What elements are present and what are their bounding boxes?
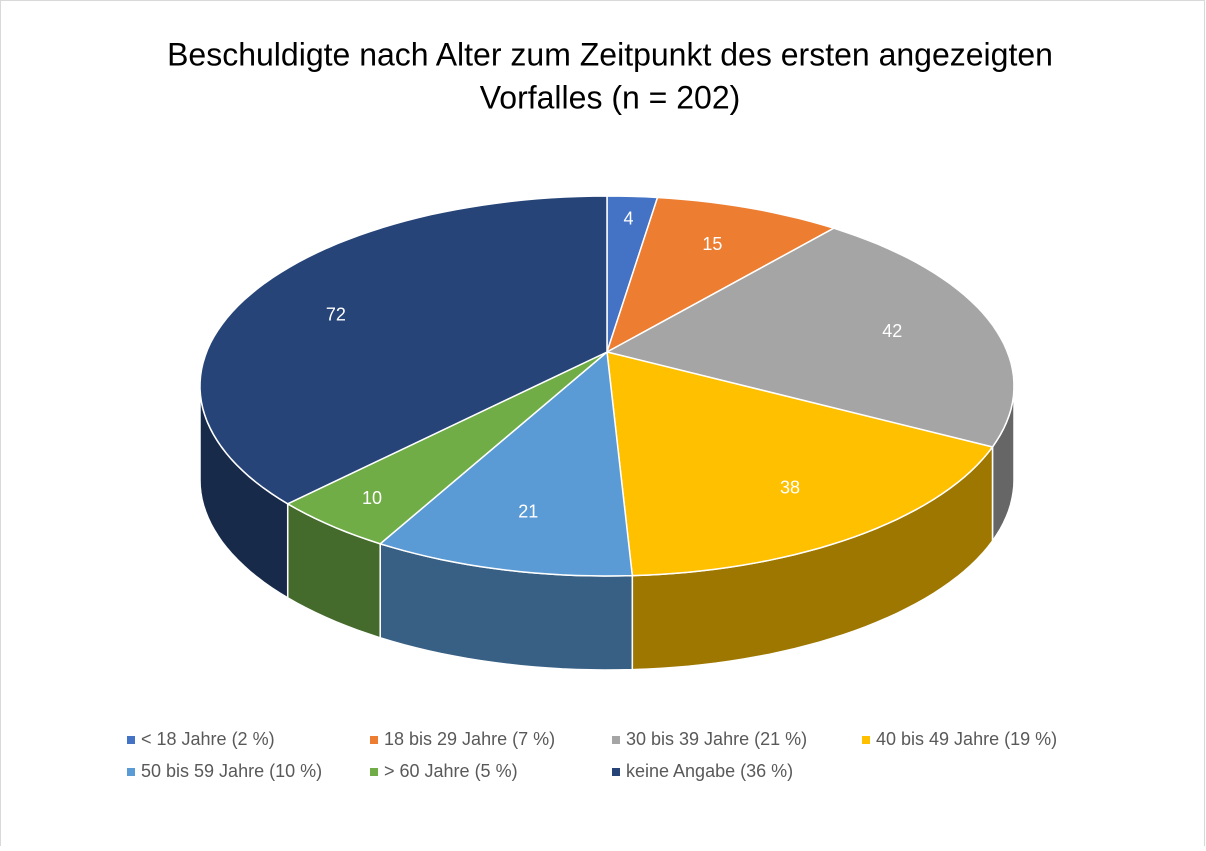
legend-swatch xyxy=(612,736,620,744)
legend-label: keine Angabe (36 %) xyxy=(626,761,793,781)
pie-slice xyxy=(605,196,836,354)
chart-title: Beschuldigte nach Alter zum Zeitpunkt de… xyxy=(167,36,1053,72)
legend-label: 30 bis 39 Jahre (21 %) xyxy=(626,729,807,749)
legend-label: 18 bis 29 Jahre (7 %) xyxy=(384,729,555,749)
pie-slice xyxy=(199,195,608,505)
legend-label: 40 bis 49 Jahre (19 %) xyxy=(876,729,1057,749)
legend-swatch xyxy=(612,768,620,776)
data-label: 42 xyxy=(882,321,902,341)
data-label: 4 xyxy=(623,208,633,228)
legend-label: 50 bis 59 Jahre (10 %) xyxy=(141,761,322,781)
legend-swatch xyxy=(127,736,135,744)
data-label: 15 xyxy=(702,234,722,254)
data-label: 21 xyxy=(518,502,538,522)
pie-slice xyxy=(378,350,634,577)
legend-label: > 60 Jahre (5 %) xyxy=(384,761,518,781)
legend-swatch xyxy=(862,736,870,744)
pie-slice xyxy=(604,227,1015,448)
legend-swatch xyxy=(127,768,135,776)
pie-slice xyxy=(606,351,994,577)
chart-title: Vorfalles (n = 202) xyxy=(480,79,741,115)
data-label: 72 xyxy=(326,305,346,325)
legend-swatch xyxy=(370,768,378,776)
pie-slice xyxy=(286,351,608,545)
data-label: 10 xyxy=(362,488,382,508)
legend-label: < 18 Jahre (2 %) xyxy=(141,729,275,749)
data-label: 38 xyxy=(780,478,800,498)
legend-swatch xyxy=(370,736,378,744)
